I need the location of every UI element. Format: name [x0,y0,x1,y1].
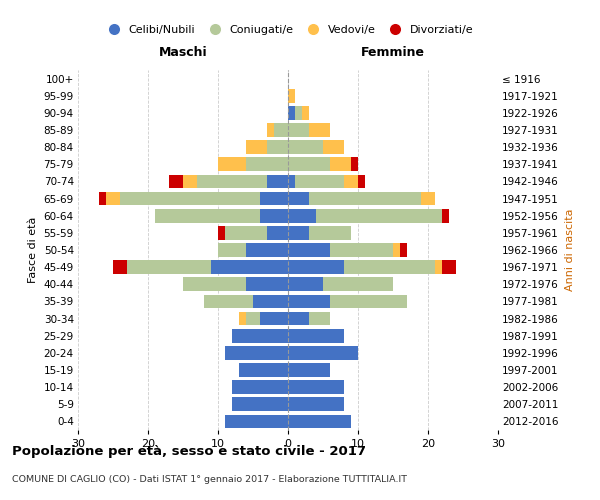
Bar [288,363,330,377]
Bar [288,329,344,342]
Bar [288,243,330,257]
Bar [330,243,393,257]
Bar [330,294,407,308]
Bar [288,106,295,120]
Bar [267,226,288,239]
Bar [442,260,456,274]
Bar [99,192,106,205]
Bar [288,140,323,154]
Bar [155,209,260,222]
Bar [127,260,211,274]
Bar [218,158,246,171]
Bar [330,158,351,171]
Bar [288,312,309,326]
Bar [267,140,288,154]
Bar [246,243,288,257]
Text: COMUNE DI CAGLIO (CO) - Dati ISTAT 1° gennaio 2017 - Elaborazione TUTTITALIA.IT: COMUNE DI CAGLIO (CO) - Dati ISTAT 1° ge… [12,475,407,484]
Bar [288,209,316,222]
Bar [267,123,274,137]
Bar [309,312,330,326]
Bar [435,260,442,274]
Bar [288,398,344,411]
Bar [246,158,288,171]
Bar [288,260,344,274]
Bar [204,294,253,308]
Bar [309,226,351,239]
Bar [288,174,295,188]
Bar [288,89,295,102]
Bar [288,414,351,428]
Bar [323,140,344,154]
Bar [351,158,358,171]
Bar [442,209,449,222]
Bar [253,294,288,308]
Bar [302,106,309,120]
Bar [225,346,288,360]
Bar [239,312,246,326]
Bar [106,192,120,205]
Bar [358,174,365,188]
Bar [239,363,288,377]
Bar [295,174,344,188]
Bar [288,192,309,205]
Text: Femmine: Femmine [361,46,425,59]
Bar [393,243,400,257]
Bar [218,243,246,257]
Bar [218,226,225,239]
Bar [120,192,260,205]
Bar [323,278,393,291]
Bar [232,398,288,411]
Bar [225,414,288,428]
Bar [183,174,197,188]
Legend: Celibi/Nubili, Coniugati/e, Vedovi/e, Divorziati/e: Celibi/Nubili, Coniugati/e, Vedovi/e, Di… [98,20,478,39]
Bar [113,260,127,274]
Bar [344,260,435,274]
Bar [295,106,302,120]
Bar [169,174,183,188]
Bar [246,140,267,154]
Bar [260,192,288,205]
Bar [232,380,288,394]
Bar [316,209,442,222]
Bar [288,123,309,137]
Bar [344,174,358,188]
Text: Popolazione per età, sesso e stato civile - 2017: Popolazione per età, sesso e stato civil… [12,445,366,458]
Bar [225,226,267,239]
Bar [232,329,288,342]
Y-axis label: Fasce di età: Fasce di età [28,217,38,283]
Bar [309,123,330,137]
Bar [183,278,246,291]
Bar [260,209,288,222]
Bar [288,278,323,291]
Y-axis label: Anni di nascita: Anni di nascita [565,209,575,291]
Bar [288,294,330,308]
Bar [274,123,288,137]
Bar [288,346,358,360]
Bar [260,312,288,326]
Bar [246,312,260,326]
Bar [211,260,288,274]
Bar [197,174,267,188]
Bar [288,380,344,394]
Bar [400,243,407,257]
Bar [288,226,309,239]
Bar [246,278,288,291]
Bar [309,192,421,205]
Bar [421,192,435,205]
Text: Maschi: Maschi [158,46,208,59]
Bar [288,158,330,171]
Bar [267,174,288,188]
